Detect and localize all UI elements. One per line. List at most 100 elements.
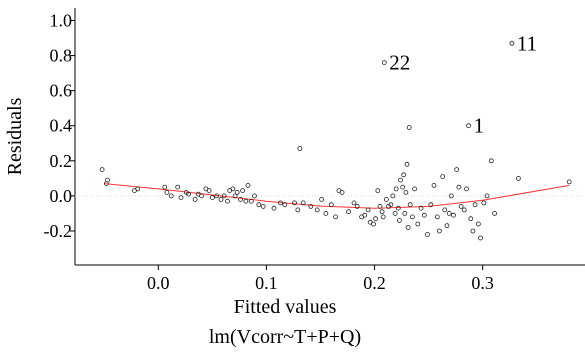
data-point <box>218 196 224 202</box>
data-point <box>314 207 320 213</box>
data-point <box>225 198 230 204</box>
data-point <box>492 210 498 216</box>
data-point <box>398 177 403 183</box>
data-point <box>418 205 424 211</box>
data-point <box>403 189 409 195</box>
data-point <box>475 221 481 227</box>
data-point <box>516 175 521 181</box>
data-point <box>328 202 334 208</box>
data-point <box>380 214 386 220</box>
data-point <box>365 207 371 213</box>
data-point <box>440 174 446 180</box>
data-point <box>472 202 478 208</box>
data-point <box>407 202 413 208</box>
data-point <box>162 184 168 190</box>
data-point <box>566 179 572 185</box>
data-point <box>415 221 421 227</box>
data-point <box>234 189 240 195</box>
data-point <box>260 203 266 209</box>
data-point <box>221 193 227 199</box>
chart-caption: lm(Vcorr~T+P+Q) <box>209 326 361 348</box>
data-point <box>375 188 381 194</box>
data-point <box>409 214 415 220</box>
data-point <box>456 184 462 190</box>
data-point <box>478 235 483 241</box>
y-axis-title: Residuals <box>4 97 26 175</box>
y-tick-label: 0.4 <box>50 116 73 136</box>
data-point <box>199 193 204 199</box>
data-point <box>252 193 257 199</box>
data-point <box>105 177 110 183</box>
data-point <box>271 205 277 211</box>
data-point <box>383 196 389 202</box>
data-point <box>468 216 474 222</box>
data-point <box>354 203 360 209</box>
data-point <box>434 214 440 220</box>
data-point <box>464 186 469 192</box>
data-point <box>396 217 402 223</box>
data-point <box>436 228 442 234</box>
data-point <box>164 189 170 195</box>
data-point <box>351 200 357 206</box>
data-point <box>395 205 401 211</box>
data-point <box>451 212 456 218</box>
data-point <box>248 198 254 204</box>
y-tick-label: 0.6 <box>50 81 73 101</box>
data-point <box>99 167 105 173</box>
data-point <box>178 195 184 201</box>
data-point <box>488 158 494 164</box>
data-point <box>371 221 376 227</box>
data-point <box>168 193 174 199</box>
smooth-curve <box>104 183 570 209</box>
data-point <box>135 186 141 192</box>
data-point <box>175 184 181 190</box>
data-point <box>402 210 408 216</box>
data-point <box>323 210 329 216</box>
data-point <box>400 184 406 190</box>
data-point <box>404 161 410 167</box>
data-point <box>377 203 383 209</box>
data-point <box>300 200 306 206</box>
data-point <box>454 167 460 173</box>
data-point <box>381 60 387 65</box>
data-point <box>405 225 411 230</box>
data-point <box>256 202 262 208</box>
data-point <box>392 210 398 216</box>
data-point <box>373 216 379 222</box>
data-point <box>428 202 434 208</box>
data-point <box>421 212 427 218</box>
data-point <box>406 125 412 130</box>
data-point <box>295 207 301 213</box>
data-point <box>282 202 288 208</box>
data-point <box>243 198 249 204</box>
x-tick-label: 0.3 <box>471 273 494 293</box>
data-point <box>481 200 487 206</box>
data-point <box>238 196 243 202</box>
data-point <box>278 200 283 206</box>
data-point <box>425 232 430 237</box>
data-point <box>186 191 192 197</box>
y-tick-label: 0.2 <box>50 151 73 171</box>
data-point <box>346 209 352 215</box>
data-point <box>240 188 246 194</box>
data-point <box>362 212 368 218</box>
y-tick-label: 0.0 <box>50 186 73 206</box>
data-point <box>388 202 394 208</box>
outlier-label: 22 <box>389 51 410 75</box>
data-point <box>448 193 454 199</box>
data-point <box>292 200 297 206</box>
data-point <box>442 207 448 213</box>
data-point <box>297 146 303 151</box>
x-tick-label: 0.2 <box>363 273 386 293</box>
data-point <box>230 186 236 192</box>
smooth-line <box>104 183 570 209</box>
axes: -0.2 0.0 0.2 0.4 0.6 0.8 1.0 0.0 0.1 0.2 0.3 <box>44 8 585 293</box>
data-point <box>461 207 467 213</box>
x-tick-label: 0.1 <box>255 273 278 293</box>
data-point <box>509 40 515 46</box>
outlier-label: 11 <box>517 31 537 55</box>
data-point <box>446 210 452 216</box>
data-point <box>339 189 345 195</box>
